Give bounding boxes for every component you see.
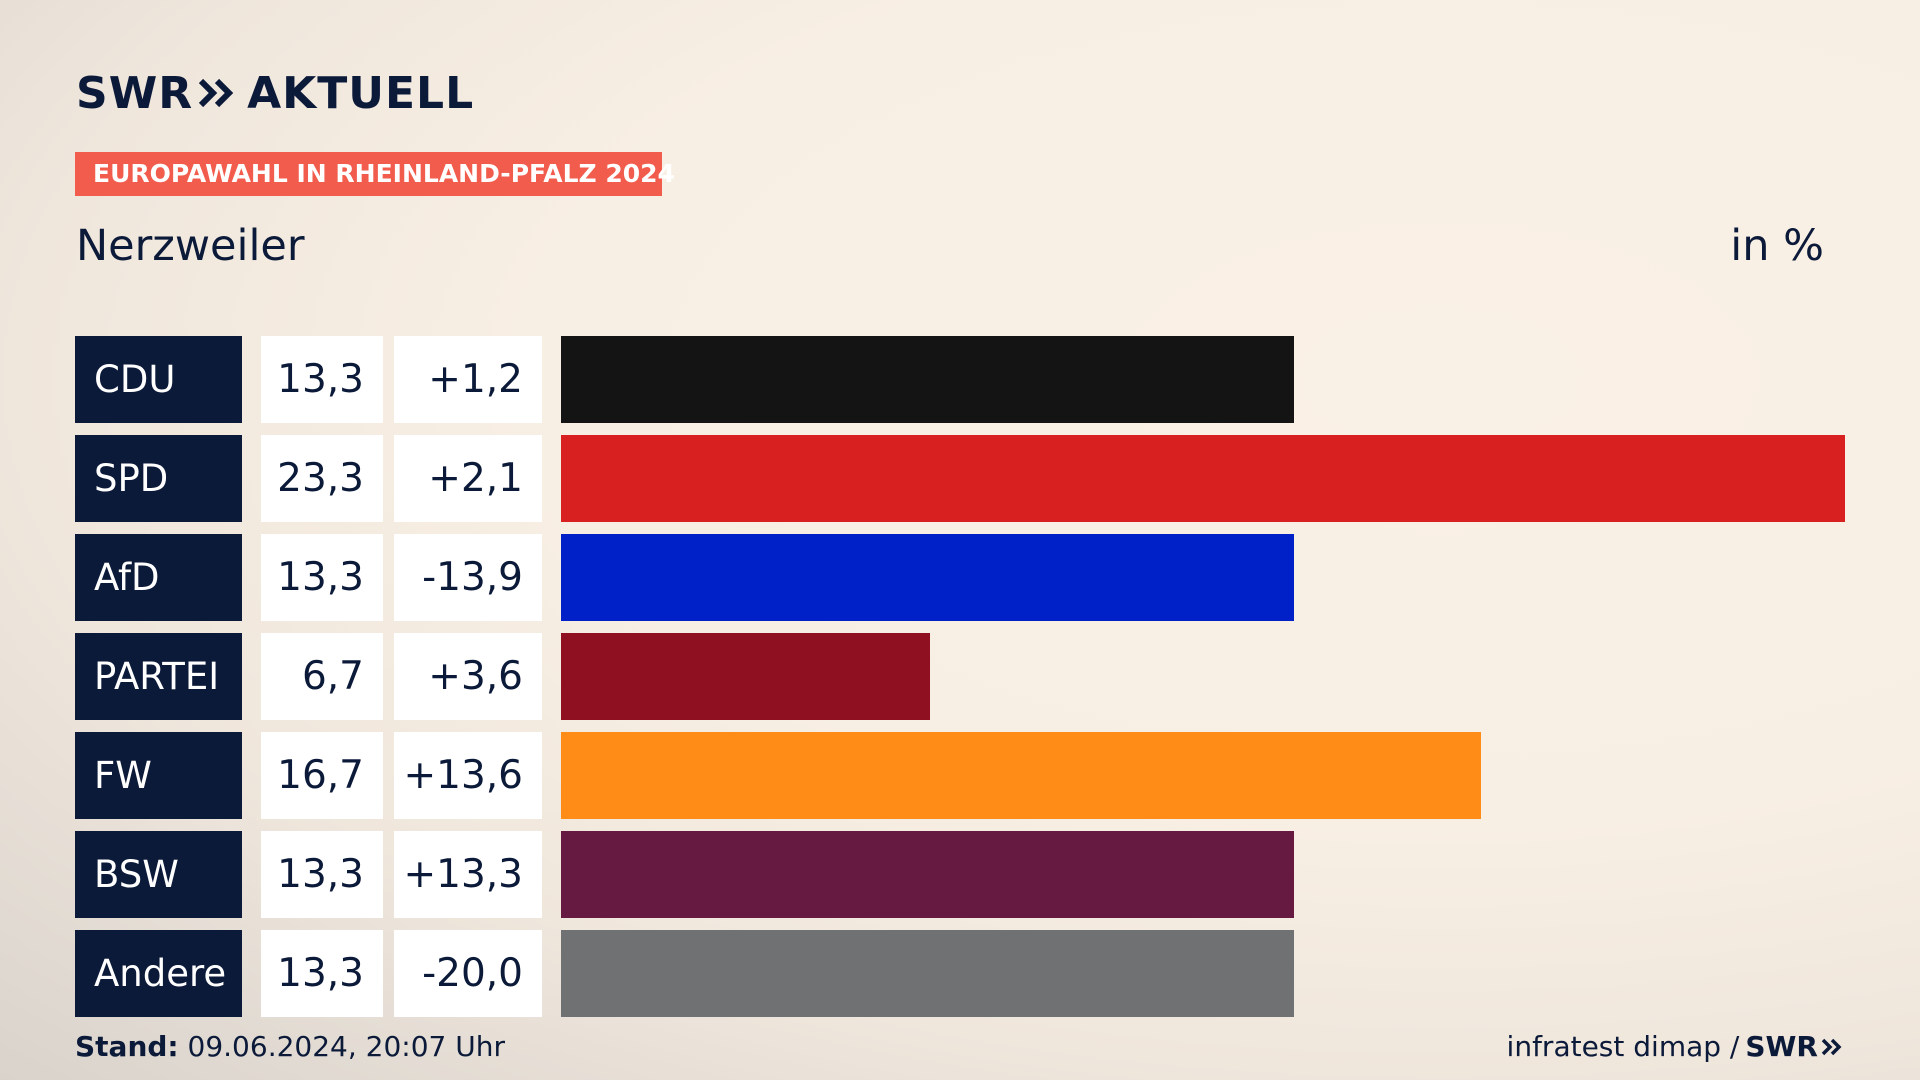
double-chevron-icon bbox=[198, 78, 234, 108]
result-bar bbox=[561, 435, 1845, 522]
vote-share-value: 16,7 bbox=[261, 732, 383, 819]
vote-change-value: -20,0 bbox=[394, 930, 542, 1017]
party-label: SPD bbox=[75, 435, 242, 522]
party-label: Andere bbox=[75, 930, 242, 1017]
party-label: PARTEI bbox=[75, 633, 242, 720]
result-bar bbox=[561, 336, 1294, 423]
party-label: FW bbox=[75, 732, 242, 819]
double-chevron-small-icon bbox=[1821, 1038, 1842, 1055]
result-bar bbox=[561, 633, 930, 720]
result-bar bbox=[561, 732, 1481, 819]
result-bar bbox=[561, 831, 1294, 918]
vote-share-value: 13,3 bbox=[261, 930, 383, 1017]
party-label: CDU bbox=[75, 336, 242, 423]
vote-share-value: 13,3 bbox=[261, 534, 383, 621]
vote-share-value: 13,3 bbox=[261, 831, 383, 918]
result-bar bbox=[561, 534, 1294, 621]
party-label: BSW bbox=[75, 831, 242, 918]
place-title: Nerzweiler bbox=[76, 221, 305, 271]
logo-swr-text: SWR bbox=[76, 67, 194, 119]
stand-value: 09.06.2024, 20:07 Uhr bbox=[187, 1030, 505, 1063]
election-tag: EUROPAWAHL IN RHEINLAND-PFALZ 2024 bbox=[75, 152, 675, 196]
logo-aktuell-text: AKTUELL bbox=[247, 67, 475, 119]
vote-change-value: -13,9 bbox=[394, 534, 542, 621]
vote-share-value: 6,7 bbox=[261, 633, 383, 720]
swr-aktuell-logo: SWR AKTUELL bbox=[76, 64, 474, 122]
source-credit: infratest dimap / SWR bbox=[1507, 1030, 1844, 1063]
vote-share-value: 13,3 bbox=[261, 336, 383, 423]
vote-change-value: +13,6 bbox=[394, 732, 542, 819]
stand-label: Stand: bbox=[75, 1030, 179, 1063]
party-label: AfD bbox=[75, 534, 242, 621]
swr-mini-logo: SWR bbox=[1745, 1030, 1844, 1063]
vote-change-value: +3,6 bbox=[394, 633, 542, 720]
vote-change-value: +13,3 bbox=[394, 831, 542, 918]
source-text: infratest dimap / bbox=[1506, 1030, 1740, 1063]
vote-change-value: +2,1 bbox=[394, 435, 542, 522]
vote-share-value: 23,3 bbox=[261, 435, 383, 522]
result-bar bbox=[561, 930, 1294, 1017]
mini-logo-text: SWR bbox=[1745, 1030, 1818, 1063]
unit-label: in % bbox=[1730, 221, 1824, 271]
timestamp: Stand: 09.06.2024, 20:07 Uhr bbox=[75, 1030, 505, 1063]
vote-change-value: +1,2 bbox=[394, 336, 542, 423]
